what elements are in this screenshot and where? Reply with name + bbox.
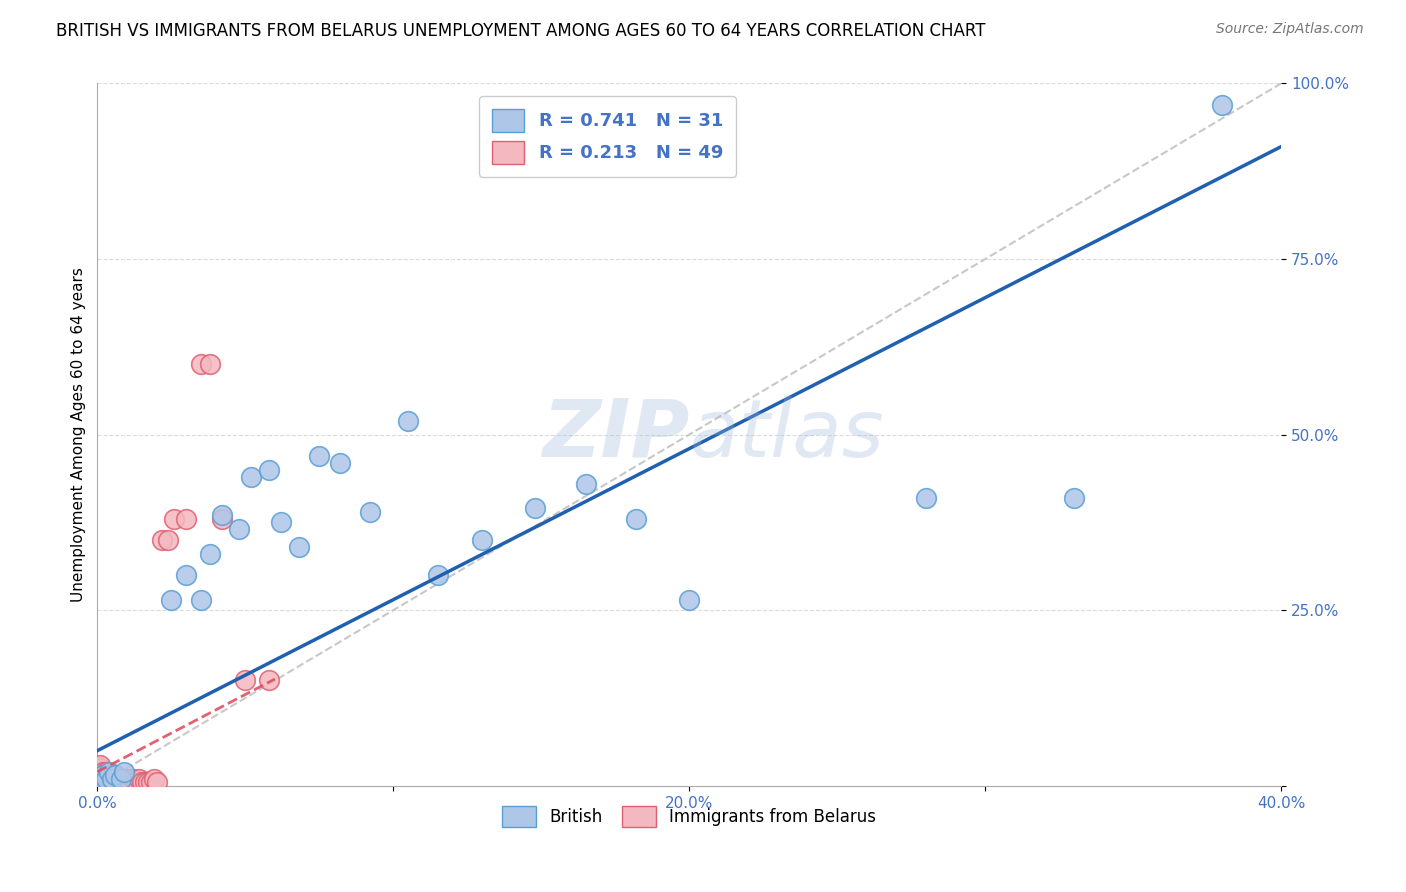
Point bbox=[359, 505, 381, 519]
Point bbox=[89, 772, 111, 786]
Point bbox=[110, 775, 132, 789]
Point bbox=[96, 772, 118, 786]
Text: ZIP: ZIP bbox=[541, 396, 689, 474]
Point bbox=[211, 508, 233, 523]
Point bbox=[115, 772, 138, 786]
Point bbox=[91, 772, 114, 786]
Point bbox=[624, 512, 647, 526]
Point bbox=[128, 772, 150, 786]
Point bbox=[98, 764, 121, 779]
Point bbox=[211, 512, 233, 526]
Point bbox=[198, 547, 221, 561]
Point bbox=[96, 764, 118, 779]
Point bbox=[233, 673, 256, 688]
Point bbox=[228, 523, 250, 537]
Point bbox=[426, 568, 449, 582]
Point bbox=[112, 764, 135, 779]
Point bbox=[91, 775, 114, 789]
Point bbox=[287, 540, 309, 554]
Point bbox=[89, 772, 111, 786]
Point bbox=[240, 469, 263, 483]
Point bbox=[471, 533, 494, 547]
Point bbox=[139, 775, 162, 789]
Point bbox=[89, 775, 111, 789]
Point bbox=[101, 772, 124, 786]
Legend: British, Immigrants from Belarus: British, Immigrants from Belarus bbox=[496, 799, 883, 834]
Point bbox=[110, 772, 132, 786]
Y-axis label: Unemployment Among Ages 60 to 64 years: Unemployment Among Ages 60 to 64 years bbox=[72, 268, 86, 602]
Point bbox=[91, 768, 114, 782]
Point bbox=[96, 772, 118, 786]
Point bbox=[89, 757, 111, 772]
Point bbox=[101, 768, 124, 782]
Point bbox=[89, 768, 111, 782]
Point bbox=[157, 533, 180, 547]
Point bbox=[107, 775, 129, 789]
Point bbox=[131, 775, 153, 789]
Point bbox=[98, 772, 121, 786]
Point bbox=[104, 772, 127, 786]
Point bbox=[96, 775, 118, 789]
Point bbox=[257, 463, 280, 477]
Point bbox=[112, 772, 135, 786]
Point bbox=[163, 512, 186, 526]
Point bbox=[98, 775, 121, 789]
Point bbox=[104, 768, 127, 782]
Point bbox=[190, 592, 212, 607]
Point bbox=[104, 768, 127, 782]
Point bbox=[174, 568, 197, 582]
Point bbox=[915, 491, 938, 505]
Point bbox=[145, 775, 167, 789]
Point bbox=[115, 775, 138, 789]
Point bbox=[160, 592, 183, 607]
Point bbox=[91, 768, 114, 782]
Point bbox=[118, 775, 141, 789]
Point bbox=[134, 775, 156, 789]
Point bbox=[575, 476, 598, 491]
Point bbox=[91, 764, 114, 779]
Point bbox=[101, 775, 124, 789]
Point bbox=[152, 533, 174, 547]
Point bbox=[190, 357, 212, 371]
Point bbox=[396, 413, 419, 427]
Point bbox=[125, 775, 148, 789]
Text: atlas: atlas bbox=[689, 396, 884, 474]
Point bbox=[308, 449, 330, 463]
Point bbox=[1211, 97, 1233, 112]
Text: BRITISH VS IMMIGRANTS FROM BELARUS UNEMPLOYMENT AMONG AGES 60 TO 64 YEARS CORREL: BRITISH VS IMMIGRANTS FROM BELARUS UNEMP… bbox=[56, 22, 986, 40]
Point bbox=[142, 772, 165, 786]
Point bbox=[121, 772, 143, 786]
Point bbox=[101, 772, 124, 786]
Point bbox=[198, 357, 221, 371]
Point bbox=[136, 775, 159, 789]
Point bbox=[270, 516, 292, 530]
Point bbox=[257, 673, 280, 688]
Point bbox=[104, 775, 127, 789]
Point bbox=[174, 512, 197, 526]
Text: Source: ZipAtlas.com: Source: ZipAtlas.com bbox=[1216, 22, 1364, 37]
Point bbox=[1063, 491, 1085, 505]
Point bbox=[329, 456, 352, 470]
Point bbox=[678, 592, 700, 607]
Point bbox=[110, 772, 132, 786]
Point bbox=[524, 501, 547, 516]
Point bbox=[112, 775, 135, 789]
Point bbox=[89, 764, 111, 779]
Point bbox=[107, 772, 129, 786]
Point bbox=[96, 768, 118, 782]
Point bbox=[89, 761, 111, 775]
